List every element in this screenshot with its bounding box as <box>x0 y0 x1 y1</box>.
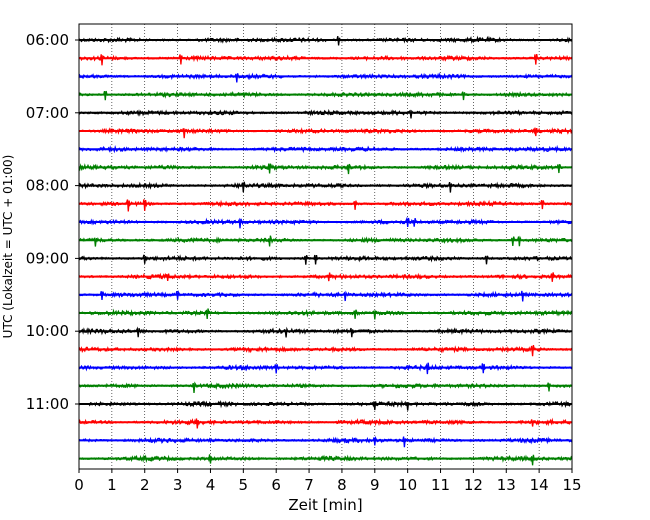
x-tick-label: 3 <box>173 476 183 494</box>
y-tick-label: 08:00 <box>26 177 69 195</box>
trace-row-12 <box>78 254 573 265</box>
x-tick-label: 9 <box>370 476 380 494</box>
x-tick-label: 1 <box>107 476 117 494</box>
trace-row-8 <box>78 181 573 193</box>
y-tick-label: 10:00 <box>26 322 69 340</box>
trace-row-14 <box>78 290 573 302</box>
trace-row-23 <box>78 453 573 466</box>
trace-row-1 <box>78 53 573 66</box>
trace-row-10 <box>78 216 573 229</box>
trace-row-5 <box>78 127 573 139</box>
x-axis-ticks: 0 1 2 3 4 5 6 7 8 9 10 11 12 13 14 15 <box>74 469 582 494</box>
x-tick-label: 0 <box>74 476 84 494</box>
trace-row-2 <box>78 72 573 83</box>
x-tick-label: 2 <box>140 476 150 494</box>
y-tick-label: 09:00 <box>26 249 69 267</box>
y-axis-ticks: 06:00 07:00 08:00 09:00 10:00 11:00 <box>26 31 79 413</box>
x-tick-label: 6 <box>271 476 281 494</box>
x-tick-label: 10 <box>398 476 417 494</box>
x-tick-label: 11 <box>431 476 450 494</box>
trace-row-9 <box>78 199 573 212</box>
x-tick-label: 13 <box>497 476 516 494</box>
x-tick-label: 12 <box>464 476 483 494</box>
y-tick-label: 06:00 <box>26 31 69 49</box>
x-tick-label: 5 <box>239 476 249 494</box>
trace-row-20 <box>78 400 573 411</box>
trace-row-16 <box>78 326 573 338</box>
y-tick-label: 11:00 <box>26 395 69 413</box>
trace-row-19 <box>78 381 573 393</box>
y-tick-label: 07:00 <box>26 104 69 122</box>
plot-frame <box>78 23 573 470</box>
x-axis-label: Zeit [min] <box>288 496 362 514</box>
trace-row-7 <box>78 163 573 175</box>
trace-row-17 <box>78 344 573 357</box>
y-axis-label: UTC (Lokalzeit = UTC + 01:00) <box>1 155 15 339</box>
x-tick-label: 8 <box>337 476 347 494</box>
x-tick-label: 15 <box>562 476 581 494</box>
trace-row-21 <box>78 417 573 429</box>
x-tick-label: 7 <box>304 476 314 494</box>
x-tick-label: 14 <box>530 476 549 494</box>
trace-row-22 <box>78 435 573 448</box>
seismic-traces <box>78 35 573 466</box>
vertical-grid <box>111 24 540 469</box>
x-tick-label: 4 <box>206 476 216 494</box>
